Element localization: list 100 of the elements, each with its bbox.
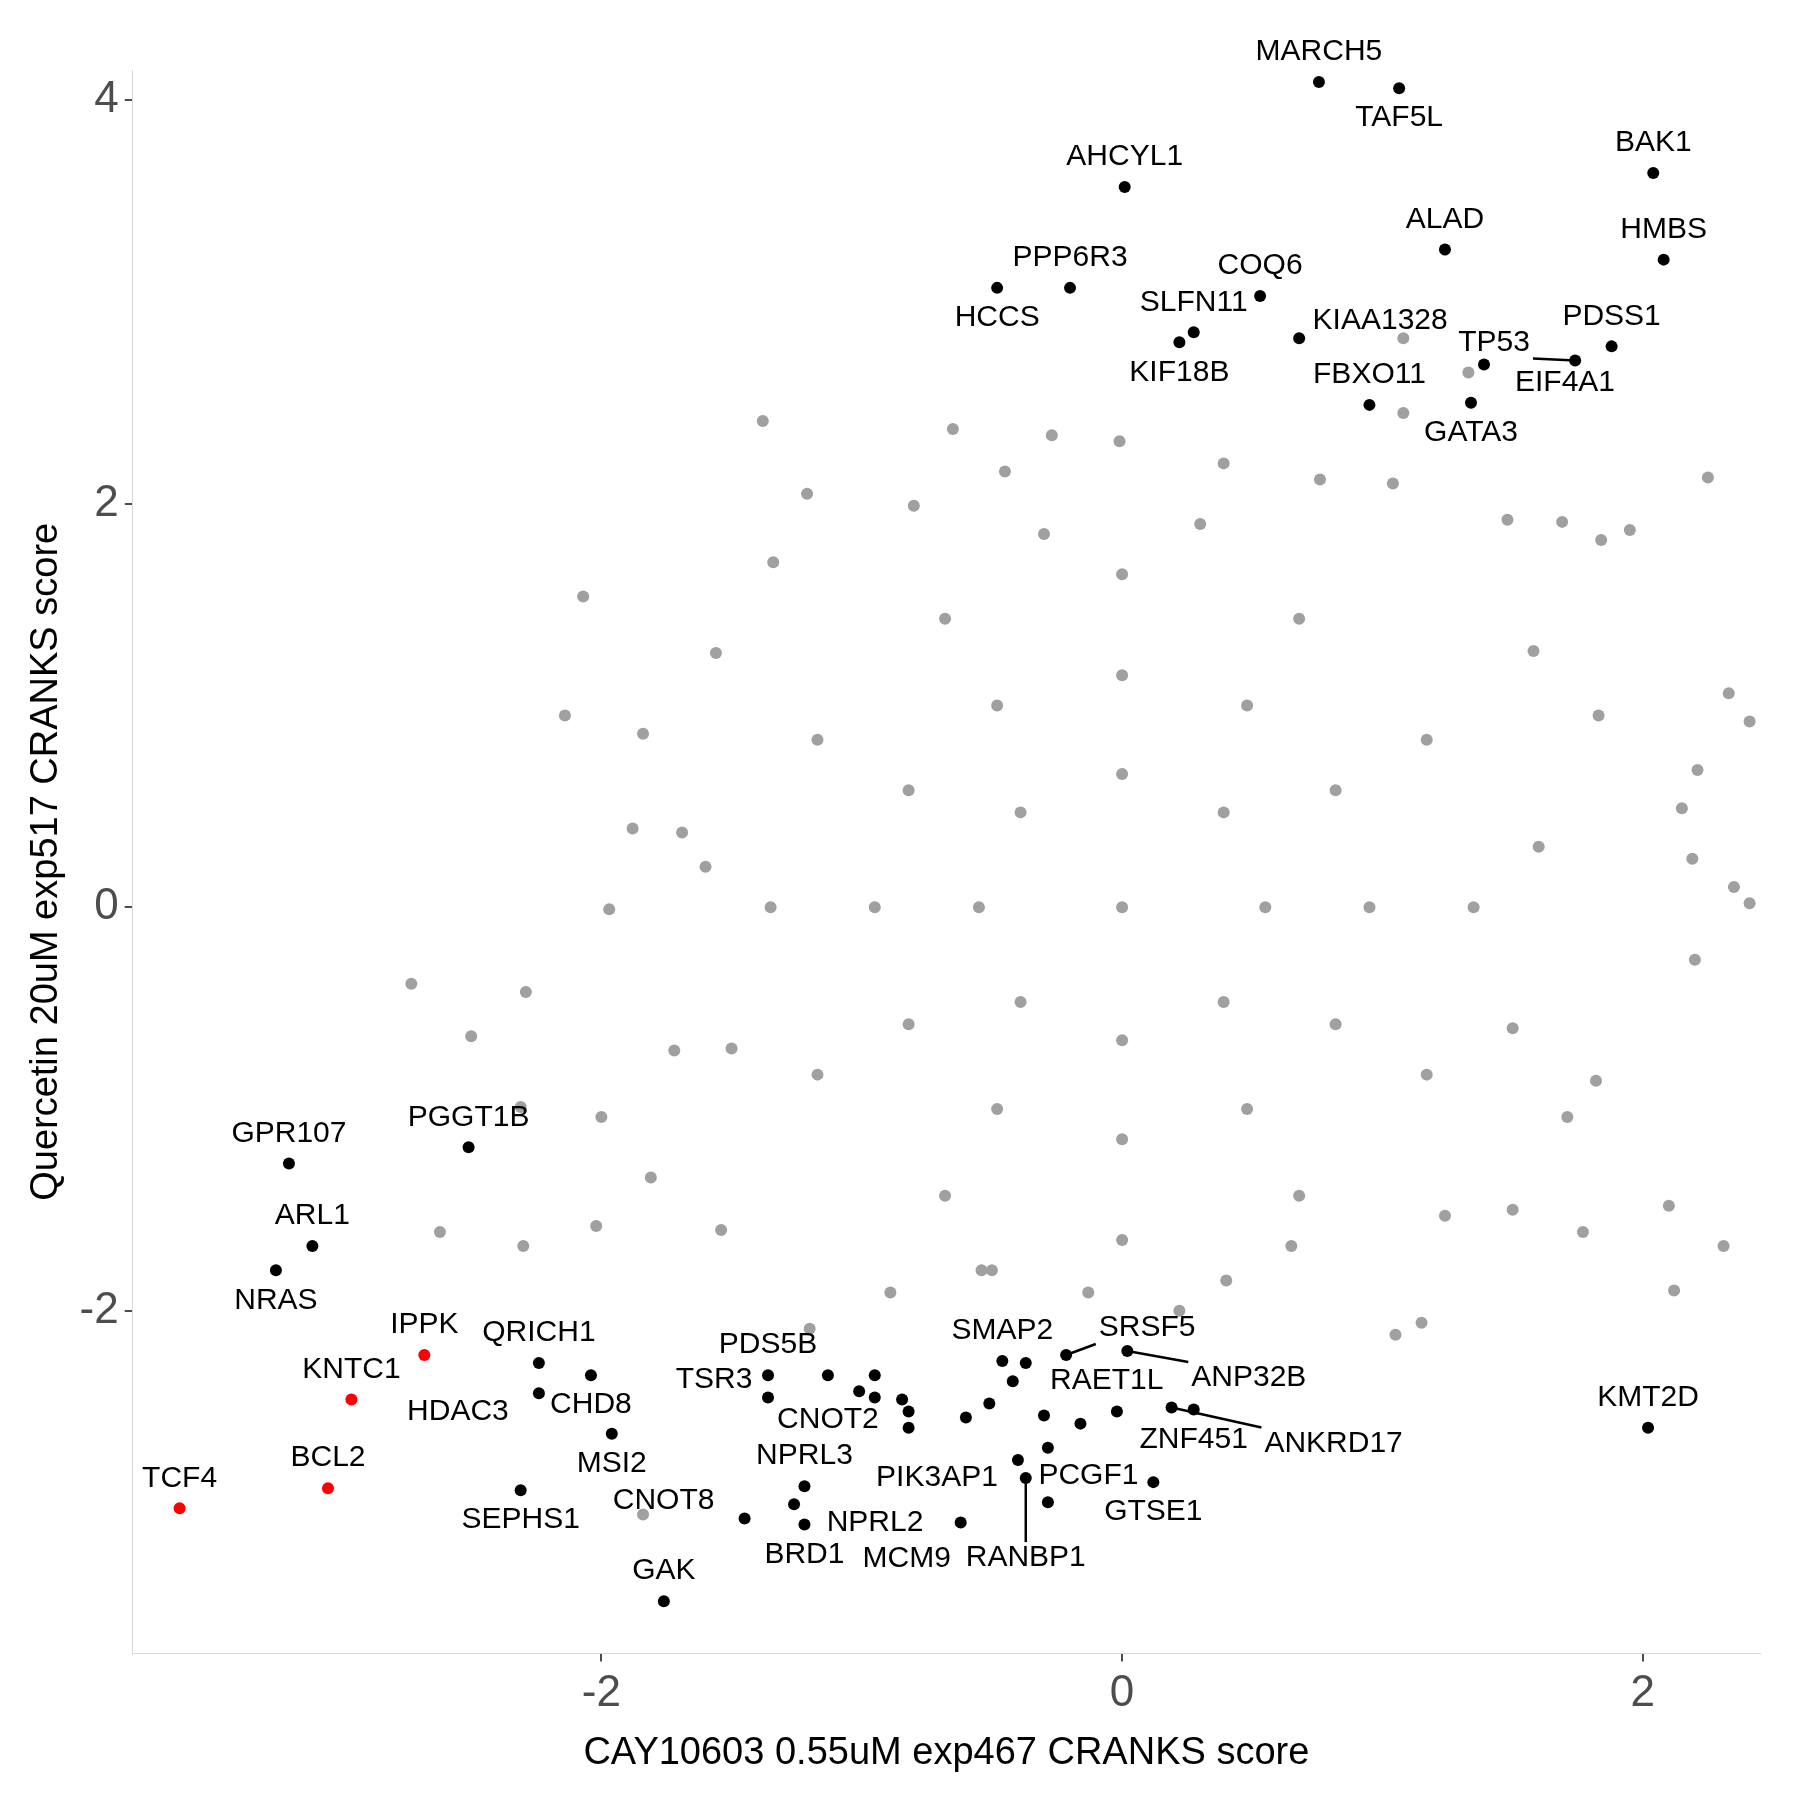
point bbox=[1110, 1405, 1123, 1418]
point bbox=[1657, 253, 1670, 266]
point bbox=[1187, 326, 1200, 339]
point bbox=[1064, 281, 1077, 294]
annotation: GAK bbox=[632, 1552, 696, 1586]
point bbox=[418, 1349, 431, 1362]
annotation: SLFN11 bbox=[1139, 283, 1248, 317]
point bbox=[821, 1369, 834, 1382]
annotation: PCGF1 bbox=[1038, 1456, 1139, 1490]
annotation: COQ6 bbox=[1217, 247, 1303, 281]
annotation: CNOT8 bbox=[612, 1481, 715, 1515]
point bbox=[1438, 243, 1451, 256]
annotation: BCL2 bbox=[290, 1439, 366, 1473]
point bbox=[306, 1240, 319, 1253]
point bbox=[788, 1498, 801, 1511]
annotation: NPRL2 bbox=[826, 1503, 924, 1537]
annotation: HCCS bbox=[954, 299, 1040, 333]
annotation: SMAP2 bbox=[951, 1312, 1054, 1346]
point bbox=[1605, 340, 1618, 353]
annotation: PGGT1B bbox=[407, 1098, 530, 1132]
x-tick-label: 0 bbox=[1109, 1666, 1135, 1716]
point bbox=[798, 1518, 811, 1531]
point bbox=[1465, 396, 1477, 409]
point bbox=[959, 1411, 972, 1424]
point bbox=[1478, 358, 1491, 371]
annotation: AHCYL1 bbox=[1066, 138, 1184, 172]
point bbox=[868, 1369, 881, 1382]
point bbox=[798, 1480, 811, 1493]
y-tick-label: 0 bbox=[94, 879, 119, 929]
point bbox=[1074, 1417, 1087, 1430]
annotation: KIF18B bbox=[1129, 353, 1230, 387]
point bbox=[584, 1369, 597, 1382]
point bbox=[1293, 332, 1306, 345]
point bbox=[762, 1369, 775, 1382]
annotation: RAET1L bbox=[1050, 1362, 1164, 1396]
x-tick-label: -2 bbox=[581, 1666, 621, 1716]
annotation: IPPK bbox=[390, 1306, 459, 1340]
point bbox=[902, 1405, 915, 1418]
annotation: BRD1 bbox=[764, 1535, 845, 1569]
annotation: SRSF5 bbox=[1098, 1309, 1196, 1343]
point bbox=[996, 1355, 1009, 1368]
point bbox=[1038, 1409, 1050, 1422]
annotation: QRICH1 bbox=[482, 1314, 596, 1348]
point bbox=[1006, 1375, 1019, 1388]
point bbox=[282, 1157, 295, 1170]
point bbox=[762, 1391, 775, 1404]
annotation: ALAD bbox=[1405, 200, 1485, 234]
point bbox=[853, 1385, 866, 1398]
annotation: CNOT2 bbox=[777, 1401, 879, 1435]
point bbox=[1173, 336, 1186, 349]
annotation: KIAA1328 bbox=[1312, 301, 1448, 335]
annotation: HMBS bbox=[1620, 210, 1708, 244]
point bbox=[1647, 166, 1660, 179]
annotation: PPP6R3 bbox=[1012, 239, 1128, 273]
point bbox=[991, 281, 1004, 294]
annotation: CHD8 bbox=[550, 1386, 632, 1420]
point bbox=[954, 1516, 967, 1529]
annotation: RANBP1 bbox=[965, 1539, 1086, 1573]
y-axis-title: Quercetin 20uM exp517 CRANKS score bbox=[23, 522, 66, 1201]
annotation: KNTC1 bbox=[302, 1350, 401, 1384]
point bbox=[462, 1141, 475, 1154]
annotation: EIF4A1 bbox=[1514, 363, 1616, 397]
point bbox=[1118, 181, 1131, 194]
y-tick-label: 4 bbox=[94, 72, 119, 122]
point bbox=[1041, 1441, 1054, 1454]
annotation: SEPHS1 bbox=[461, 1501, 580, 1535]
point bbox=[1393, 82, 1406, 95]
annotation: PDS5B bbox=[718, 1326, 818, 1360]
annotation: MCM9 bbox=[862, 1539, 951, 1573]
annotation: ARL1 bbox=[274, 1197, 350, 1231]
annotation: BAK1 bbox=[1614, 124, 1692, 158]
annotation: MARCH5 bbox=[1255, 33, 1383, 67]
annotation: ZNF451 bbox=[1139, 1420, 1248, 1454]
annotation: MSI2 bbox=[576, 1444, 647, 1478]
annotation: HDAC3 bbox=[407, 1392, 509, 1426]
point bbox=[738, 1512, 751, 1525]
point bbox=[322, 1482, 334, 1495]
annotation: TCF4 bbox=[142, 1459, 218, 1493]
annotation: TSR3 bbox=[675, 1360, 753, 1394]
point bbox=[1019, 1357, 1032, 1370]
annotation: GPR107 bbox=[231, 1114, 347, 1148]
point bbox=[269, 1264, 282, 1277]
annotation: GATA3 bbox=[1424, 414, 1518, 448]
point bbox=[1312, 76, 1325, 89]
annotation: FBXO11 bbox=[1313, 356, 1426, 390]
point bbox=[532, 1357, 545, 1370]
annotation: PDSS1 bbox=[1562, 297, 1661, 331]
annotation: PIK3AP1 bbox=[876, 1459, 998, 1493]
point bbox=[1041, 1496, 1054, 1509]
annotation: TP53 bbox=[1458, 323, 1530, 357]
point bbox=[1642, 1421, 1655, 1434]
annotation: ANP32B bbox=[1191, 1359, 1307, 1393]
point bbox=[605, 1427, 618, 1440]
annotation: NRAS bbox=[234, 1281, 318, 1315]
point bbox=[896, 1393, 909, 1406]
point bbox=[173, 1502, 186, 1515]
annotation: KMT2D bbox=[1597, 1378, 1699, 1412]
y-tick-label: 2 bbox=[94, 475, 119, 525]
point bbox=[983, 1397, 996, 1410]
x-axis-title: CAY10603 0.55uM exp467 CRANKS score bbox=[583, 1729, 1310, 1772]
